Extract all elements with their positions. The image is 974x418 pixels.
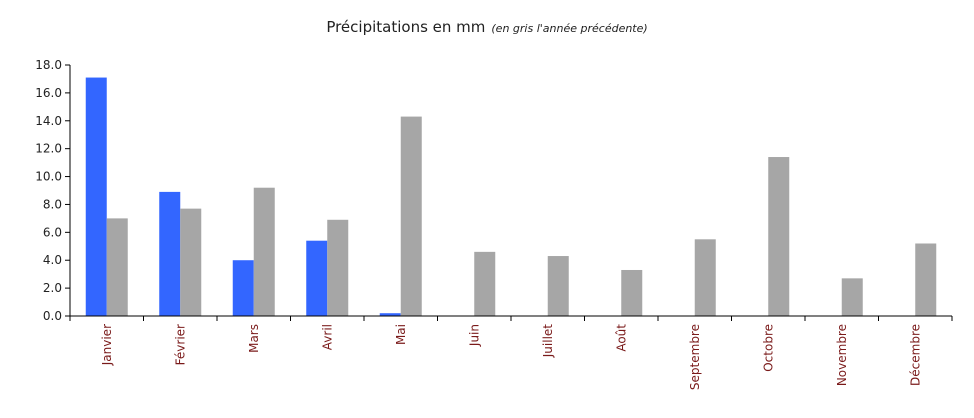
x-tick-label: Octobre xyxy=(761,324,775,372)
y-tick-label: 4.0 xyxy=(43,253,62,267)
x-tick-label: Juillet xyxy=(541,324,555,359)
x-tick-label: Avril xyxy=(320,324,334,350)
bar xyxy=(474,251,496,316)
bar xyxy=(915,243,937,316)
y-tick-label: 8.0 xyxy=(43,197,62,211)
x-tick-label: Mai xyxy=(394,324,408,345)
bar xyxy=(106,218,128,316)
x-tick-label: Septembre xyxy=(688,324,702,390)
y-tick-label: 0.0 xyxy=(43,309,62,323)
y-tick-label: 14.0 xyxy=(35,114,62,128)
x-tick-label: Août xyxy=(614,324,628,352)
chart-subtitle: (en gris l'année précédente) xyxy=(491,22,648,35)
x-tick-label: Janvier xyxy=(100,324,114,366)
bar xyxy=(621,269,643,316)
bar xyxy=(253,187,275,316)
bar xyxy=(232,260,254,316)
y-tick-label: 6.0 xyxy=(43,225,62,239)
y-tick-label: 16.0 xyxy=(35,86,62,100)
bar xyxy=(379,313,401,316)
x-tick-label: Juin xyxy=(467,324,481,347)
y-tick-label: 12.0 xyxy=(35,142,62,156)
bar xyxy=(768,157,790,316)
bar xyxy=(306,240,328,316)
bar xyxy=(180,208,202,316)
bar xyxy=(547,256,569,316)
x-tick-label: Décembre xyxy=(908,324,922,386)
y-tick-label: 10.0 xyxy=(35,170,62,184)
bar xyxy=(159,191,181,316)
bar xyxy=(841,278,863,316)
bar xyxy=(85,77,107,316)
bar xyxy=(327,219,349,316)
bar xyxy=(400,116,422,316)
x-tick-label: Novembre xyxy=(835,324,849,386)
chart-title: Précipitations en mm (en gris l'année pré… xyxy=(0,18,974,36)
y-tick-label: 2.0 xyxy=(43,281,62,295)
x-tick-label: Février xyxy=(173,324,187,365)
chart-title-main: Précipitations en mm xyxy=(326,18,486,36)
bar xyxy=(694,239,716,316)
y-tick-label: 18.0 xyxy=(35,58,62,72)
x-tick-label: Mars xyxy=(247,324,261,353)
